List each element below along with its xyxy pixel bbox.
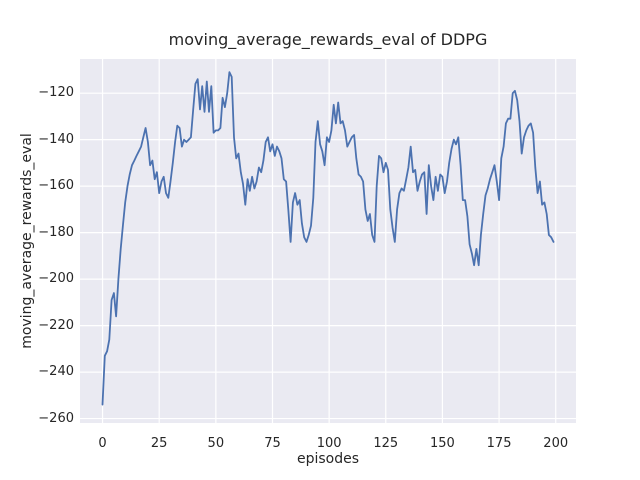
y-tick-label: −260 <box>38 410 74 426</box>
x-tick-label: 0 <box>98 436 107 451</box>
reward-line-series <box>101 71 555 406</box>
x-tick-label: 50 <box>207 436 225 451</box>
y-tick-label: −120 <box>38 85 74 101</box>
x-tick-label: 200 <box>543 436 569 451</box>
x-tick-label: 25 <box>150 436 168 451</box>
axes-background <box>80 59 576 423</box>
x-tick-label: 150 <box>430 436 455 451</box>
y-tick-label: −140 <box>38 131 74 147</box>
y-tick-label: −180 <box>38 224 74 240</box>
x-tick-label: 75 <box>264 436 281 451</box>
x-tick-label: 125 <box>373 436 399 451</box>
y-tick-label: −160 <box>38 178 74 194</box>
y-tick-label: −220 <box>38 317 74 333</box>
x-tick-label: 175 <box>486 436 512 451</box>
x-tick-label: 100 <box>316 436 342 451</box>
y-tick-label: −200 <box>38 271 74 287</box>
chart-title: moving_average_rewards_eval of DDPG <box>168 30 488 49</box>
y-tick-label: −240 <box>38 364 74 380</box>
x-axis-label: episodes <box>296 451 360 467</box>
